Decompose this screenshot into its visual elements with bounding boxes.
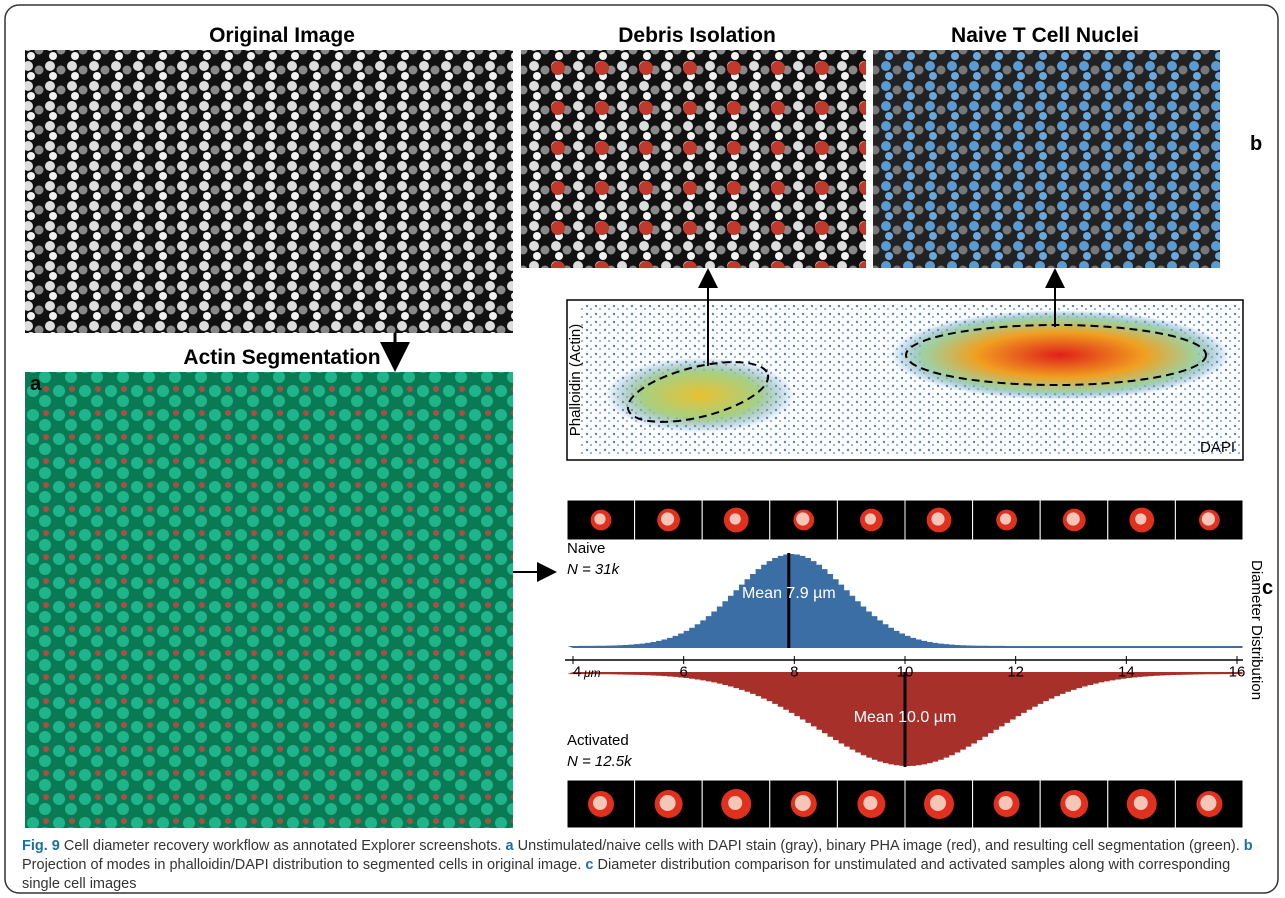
cell-nucleus [795, 795, 811, 811]
cell-nucleus [660, 795, 676, 811]
cell-nucleus [865, 513, 876, 524]
cell-nucleus [661, 512, 674, 525]
density [605, 357, 795, 433]
panel-letter: c [1262, 577, 1273, 599]
x-tick-label: 4 [573, 663, 581, 680]
panel-title: Actin Segmentation [183, 346, 380, 369]
cell-nucleus [863, 796, 877, 810]
cell-nucleus [1067, 512, 1080, 525]
cell-nucleus [730, 513, 741, 524]
panel-title: Naive T Cell Nuclei [951, 24, 1139, 47]
panel-letter: a [30, 373, 42, 395]
group-name: Activated [567, 732, 629, 749]
cell-nucleus [1200, 795, 1216, 811]
density [890, 310, 1230, 400]
cell-nucleus [1202, 512, 1215, 525]
cell-nucleus [930, 795, 946, 811]
panel-letter: b [1250, 133, 1262, 155]
actin-image [25, 372, 513, 828]
group-n: N = 12.5k [567, 753, 633, 770]
caption-letter: b [1244, 838, 1253, 854]
mean-label: Mean 10.0 µm [854, 709, 957, 726]
group-name: Naive [567, 540, 605, 557]
page: Figure body { margin: 0; width: 1285px; … [0, 0, 1285, 898]
original-image [25, 50, 513, 333]
cell-nucleus [1135, 513, 1146, 524]
debris-image [521, 50, 866, 268]
x-tick-label: 12 [1007, 663, 1024, 680]
caption-label: Fig. 9 [22, 838, 60, 854]
cell-nucleus [593, 796, 607, 810]
mean-label: Mean 7.9 µm [742, 585, 836, 602]
panel-title: Original Image [209, 24, 355, 47]
caption-letter: a [506, 838, 514, 854]
cell-nucleus [1065, 795, 1081, 811]
caption-text: Projection of modes in phalloidin/DAPI d… [22, 857, 585, 873]
unit: μm [583, 666, 601, 680]
x-axis-label: DAPI [1200, 439, 1235, 456]
cell-nucleus [1134, 796, 1148, 810]
cell-nucleus [594, 513, 605, 524]
cell-nucleus [931, 512, 944, 525]
cell-nucleus [1000, 513, 1011, 524]
caption-text: Unstimulated/naive cells with DAPI stain… [514, 838, 1244, 854]
x-tick-label: 16 [1229, 663, 1246, 680]
figure: Original Image Debris Isolation Naive T … [0, 0, 1285, 898]
panel-title: Debris Isolation [618, 24, 776, 47]
x-tick-label: 14 [1118, 663, 1135, 680]
cell-nucleus [999, 796, 1013, 810]
y-axis-label: Phalloidin (Actin) [567, 324, 584, 437]
group-n: N = 31k [567, 561, 621, 578]
histogram-shape [567, 554, 1242, 648]
naive-image [873, 50, 1220, 268]
x-tick-label: 8 [790, 663, 798, 680]
cell-nucleus [796, 512, 809, 525]
x-tick-label: 6 [679, 663, 687, 680]
caption-text: Cell diameter recovery workflow as annot… [60, 838, 506, 854]
cell-nucleus [728, 796, 742, 810]
page-body: {"figure": { "panels": {"original": "Ori… [0, 0, 1285, 898]
caption: Fig. 9 Cell diameter recovery workflow a… [22, 837, 1267, 894]
x-tick-label: 10 [897, 663, 914, 680]
